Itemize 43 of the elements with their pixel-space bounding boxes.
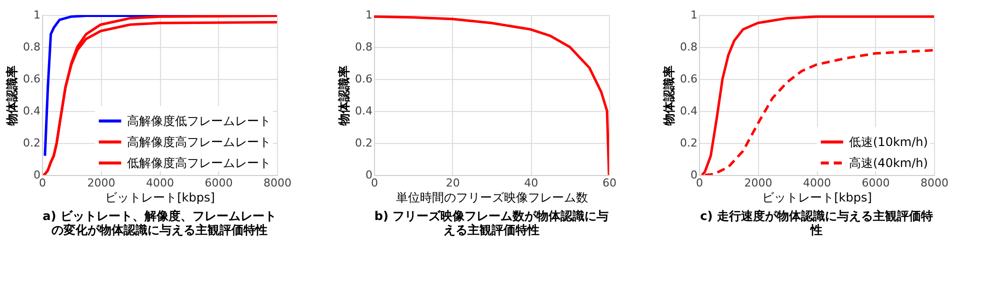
- x-tick-label: 6000: [204, 176, 233, 190]
- x-tick-label: 40: [524, 176, 538, 190]
- y-tick-label: 0.8: [355, 40, 372, 54]
- y-tick-label: 0.8: [23, 40, 40, 54]
- x-tick-label: 8000: [920, 176, 948, 190]
- legend-label: 高解像度高フレームレート: [127, 135, 271, 149]
- x-tick-label: 8000: [264, 176, 292, 190]
- x-tick-label: 60: [602, 176, 616, 190]
- y-tick-label: 0.6: [355, 72, 372, 86]
- y-tick-label: 0: [690, 168, 698, 182]
- y-tick-label: 0.4: [355, 104, 372, 118]
- y-tick-label: 0.2: [355, 136, 372, 150]
- x-tick-label: 4000: [803, 176, 831, 190]
- legend-label: 低解像度高フレームレート: [127, 156, 271, 170]
- legend-label: 高速(40km/h): [849, 156, 928, 170]
- y-tick-label: 0.4: [680, 104, 698, 118]
- y-tick-label: 0.6: [680, 72, 698, 86]
- y-tick-label: 0.8: [680, 40, 698, 54]
- x-axis-title: 単位時間のフリーズ映像フレーム数: [396, 190, 588, 204]
- text: b) フリーズ映像フレーム数が物体認識に与える主観評価特性: [374, 209, 609, 237]
- y-tick-label: 0.2: [23, 136, 40, 150]
- legend-label: 高解像度低フレームレート: [127, 114, 271, 128]
- x-axis-title: ビットレート[kbps]: [105, 190, 215, 204]
- legend-label: 低速(10km/h): [849, 135, 928, 149]
- y-axis-title: 物体認識率: [337, 66, 352, 126]
- x-axis-title: ビットレート[kbps]: [762, 190, 872, 204]
- x-tick-label: 4000: [146, 176, 174, 190]
- y-axis-title: 物体認識率: [5, 66, 20, 126]
- y-tick-label: 1: [366, 8, 372, 22]
- y-tick-label: 1: [690, 8, 698, 22]
- y-tick-label: 0: [366, 168, 372, 182]
- x-tick-label: 6000: [862, 176, 890, 190]
- y-tick-label: 0: [34, 168, 40, 182]
- y-axis-title: 物体認識率: [662, 66, 676, 126]
- y-tick-label: 0.6: [23, 72, 40, 86]
- text: c) 走行速度が物体認識に与える主観評価特性: [700, 209, 933, 237]
- x-tick-label: 2000: [87, 176, 116, 190]
- x-tick-label: 20: [446, 176, 460, 190]
- text: a) ビットレート、解像度、フレームレートの変化が物体認識に与える主観評価特性: [42, 209, 276, 237]
- y-tick-label: 1: [34, 8, 40, 22]
- y-tick-label: 0.4: [23, 104, 40, 118]
- y-tick-label: 0.2: [680, 136, 698, 150]
- x-tick-label: 2000: [744, 176, 772, 190]
